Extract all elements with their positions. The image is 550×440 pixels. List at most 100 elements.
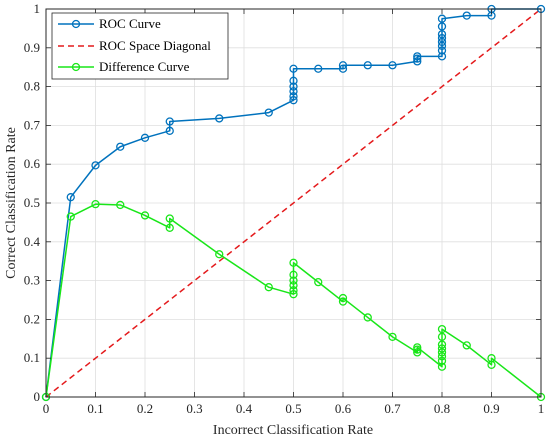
data-point-roc-curve [462,11,471,20]
data-point-roc-curve [289,82,298,91]
data-point-roc-curve [437,37,447,47]
x-tick-label: 0.1 [87,401,103,416]
data-point-roc-curve [437,22,447,31]
data-point-roc-curve [363,61,372,70]
y-tick-label: 0.9 [24,40,40,55]
data-point-roc-curve [264,108,273,117]
y-tick-label: 0 [34,389,41,404]
data-point-roc-curve [437,33,447,43]
series-roc-space-diagonal [45,8,542,398]
data-point-difference-curve [289,270,298,279]
data-point-difference-curve [437,332,447,342]
data-point-difference-curve [289,290,298,299]
data-point-difference-curve [66,212,75,221]
legend-label-difference-curve: Difference Curve [99,59,190,74]
x-tick-label: 0.5 [285,401,301,416]
data-point-roc-curve [66,193,75,202]
data-point-roc-curve [289,87,298,96]
y-tick-label: 0.5 [24,195,40,210]
data-point-difference-curve [91,200,100,209]
series-roc-curve [41,4,546,402]
series-layer [41,4,546,402]
y-tick-label: 1 [34,1,41,16]
data-point-roc-curve [289,92,298,101]
x-tick-label: 1 [538,401,545,416]
x-tick-labels: 0 0.1 0.2 0.3 0.4 0.5 0.6 0.7 0.8 0.9 1 [43,401,545,416]
data-point-difference-curve [165,214,174,223]
x-tick-label: 0.8 [434,401,450,416]
y-tick-label: 0.6 [24,156,41,171]
data-point-difference-curve [487,354,496,363]
data-point-roc-curve [289,76,298,85]
data-point-roc-curve [437,14,447,23]
data-point-difference-curve [363,313,372,322]
legend: ROC Curve ROC Space Diagonal Difference … [51,12,229,80]
legend-entry-roc-curve: ROC Curve [58,16,161,31]
data-point-difference-curve [289,276,298,285]
y-tick-label: 0.4 [24,234,41,249]
data-point-difference-curve [140,211,150,220]
data-point-roc-curve [413,57,422,66]
x-tick-label: 0 [43,401,50,416]
data-point-difference-curve [388,332,397,342]
data-point-roc-curve [413,54,422,63]
data-point-difference-curve [437,348,447,357]
data-point-roc-curve [289,96,298,105]
data-point-difference-curve [289,258,298,267]
legend-label-roc-curve: ROC Curve [99,16,161,31]
data-point-difference-curve [413,343,422,352]
data-point-difference-curve [437,352,447,361]
data-point-roc-curve [165,117,174,126]
data-point-difference-curve [289,281,298,290]
data-point-difference-curve [338,293,348,303]
data-point-roc-curve [289,64,298,73]
data-point-difference-curve [413,345,422,354]
data-point-difference-curve [437,344,447,353]
data-point-difference-curve [264,283,273,292]
legend-label-diagonal: ROC Space Diagonal [99,38,211,53]
data-point-roc-curve [314,64,323,73]
data-point-roc-curve [165,126,174,135]
data-point-roc-curve [338,61,348,70]
data-point-difference-curve [314,277,323,287]
data-point-roc-curve [437,30,447,39]
data-point-roc-curve [91,161,100,170]
data-point-difference-curve [338,297,348,306]
data-point-roc-curve [140,133,150,142]
data-point-difference-curve [437,340,447,349]
x-tick-label: 0.4 [236,401,253,416]
series-line-roc-space-diagonal [45,8,542,398]
legend-marker-roc-curve [71,19,81,29]
data-point-difference-curve [215,250,224,259]
data-point-difference-curve [437,356,447,366]
legend-entry-diagonal: ROC Space Diagonal [58,38,211,53]
data-point-difference-curve [437,324,447,334]
x-tick-label: 0.6 [335,401,352,416]
series-difference-curve [41,200,546,402]
data-point-roc-curve [437,41,447,51]
data-point-difference-curve [165,223,174,232]
x-tick-label: 0.2 [137,401,153,416]
data-point-roc-curve [388,61,397,70]
data-point-roc-curve [338,64,348,73]
tick-marks [45,8,542,398]
data-point-difference-curve [413,348,422,357]
y-tick-label: 0.8 [24,79,40,94]
x-axis-title: Incorrect Classification Rate [213,423,373,438]
data-point-difference-curve [116,200,125,210]
data-point-roc-curve [413,52,422,61]
y-tick-label: 0.7 [24,117,41,132]
y-tick-label: 0.1 [24,350,40,365]
data-point-roc-curve [116,142,125,151]
y-tick-labels: 0 0.1 0.2 0.3 0.4 0.5 0.6 0.7 0.8 0.9 1 [24,1,41,404]
data-point-roc-curve [437,46,447,55]
data-point-roc-curve [437,52,447,61]
y-axis-title: Correct Classification Rate [4,127,19,279]
data-point-difference-curve [437,362,447,371]
y-tick-label: 0.3 [24,273,40,288]
y-tick-label: 0.2 [24,311,40,326]
legend-marker-difference-curve [71,62,81,72]
data-point-difference-curve [289,286,298,295]
data-point-roc-curve [215,114,224,123]
